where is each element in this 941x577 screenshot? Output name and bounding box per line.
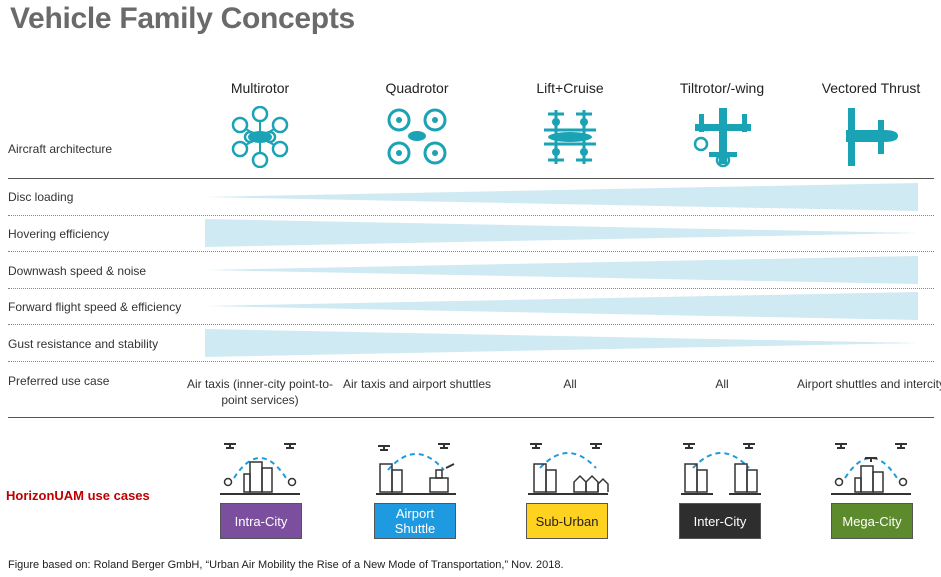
row-label-disc-loading: Disc loading xyxy=(8,190,74,204)
tiltrotor-icon xyxy=(693,108,751,168)
row-divider xyxy=(8,361,934,362)
row-divider xyxy=(8,288,934,289)
forward-flight-bar xyxy=(205,292,918,320)
vectored-thrust-icon xyxy=(846,108,898,166)
use-case-vectored-thrust: Airport shuttles and intercity xyxy=(796,377,941,391)
downwash-bar xyxy=(205,256,918,284)
row-divider xyxy=(8,251,934,252)
mega-city-icon xyxy=(831,443,911,495)
airport-shuttle-button[interactable]: Airport Shuttle xyxy=(374,503,456,539)
row-divider xyxy=(8,215,934,216)
hovering-efficiency-bar xyxy=(205,219,918,247)
quadrotor-icon xyxy=(387,108,447,165)
row-label-gust-resistance: Gust resistance and stability xyxy=(8,337,159,351)
disc-loading-bar xyxy=(205,183,918,211)
lift-cruise-icon xyxy=(544,110,596,164)
airport-shuttle-icon xyxy=(376,443,456,495)
gust-resistance-bar xyxy=(205,329,918,357)
use-case-multirotor: Air taxis (inner-city point-to-point ser… xyxy=(186,377,334,407)
intra-city-icon xyxy=(220,443,300,495)
divider-bottom xyxy=(8,417,934,418)
sub-urban-button[interactable]: Sub-Urban xyxy=(526,503,608,539)
column-header-quadrotor: Quadrotor xyxy=(385,80,449,96)
page-title: Vehicle Family Concepts xyxy=(10,2,355,35)
column-header-multirotor: Multirotor xyxy=(230,80,290,96)
row-label-architecture: Aircraft architecture xyxy=(8,142,113,156)
use-case-quadrotor: Air taxis and airport shuttles xyxy=(342,377,492,391)
column-header-lift-cruise: Lift+Cruise xyxy=(536,80,604,96)
inter-city-button[interactable]: Inter-City xyxy=(679,503,761,539)
row-divider xyxy=(8,324,934,325)
use-case-tiltrotor: All xyxy=(715,377,729,391)
row-label-forward-flight: Forward flight speed & efficiency xyxy=(8,300,182,314)
row-label-hovering-efficiency: Hovering efficiency xyxy=(8,227,110,241)
use-case-lift-cruise: All xyxy=(563,377,577,391)
sub-urban-icon xyxy=(528,443,609,495)
intra-city-button[interactable]: Intra-City xyxy=(220,503,302,539)
inter-city-icon xyxy=(681,443,761,495)
multirotor-icon xyxy=(231,106,289,168)
mega-city-button[interactable]: Mega-City xyxy=(831,503,913,539)
uam-section-label: HorizonUAM use cases xyxy=(6,488,150,503)
column-header-tiltrotor: Tiltrotor/-wing xyxy=(679,80,765,96)
divider-top xyxy=(8,178,934,179)
figure-footnote: Figure based on: Roland Berger GmbH, “Ur… xyxy=(8,559,564,571)
row-label-preferred-use: Preferred use case xyxy=(8,374,110,388)
row-label-downwash: Downwash speed & noise xyxy=(8,264,147,278)
column-header-vectored-thrust: Vectored Thrust xyxy=(821,80,921,96)
